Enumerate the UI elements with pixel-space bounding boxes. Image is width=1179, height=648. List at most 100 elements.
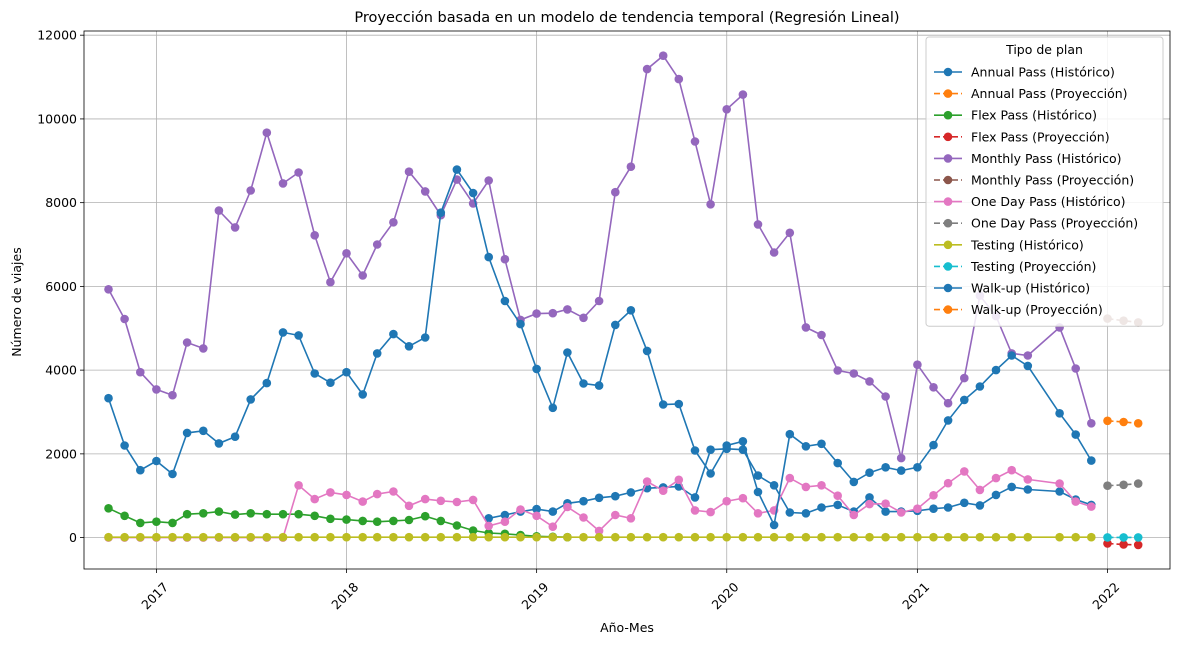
data-point <box>674 475 684 485</box>
data-point <box>913 504 922 513</box>
data-point <box>136 465 145 475</box>
data-point <box>960 498 969 508</box>
y-tick-label: 2000 <box>45 446 77 461</box>
data-point <box>182 509 192 519</box>
data-point <box>626 514 636 523</box>
data-point <box>136 518 145 528</box>
legend-entry: Flex Pass (Histórico) <box>934 108 1097 123</box>
legend-label: Testing (Histórico) <box>970 237 1084 252</box>
data-point <box>310 532 320 542</box>
legend-entry: Monthly Pass (Proyección) <box>934 173 1134 188</box>
data-point <box>611 532 620 542</box>
data-point <box>1023 532 1033 542</box>
data-point <box>120 441 129 450</box>
legend-entry: One Day Pass (Histórico) <box>934 194 1126 209</box>
data-point <box>500 510 510 520</box>
data-point <box>168 390 177 400</box>
data-point <box>913 463 922 472</box>
data-point <box>881 507 890 516</box>
legend-marker <box>943 262 953 271</box>
data-point <box>579 513 588 522</box>
data-point <box>1023 475 1033 484</box>
data-point <box>1133 533 1143 542</box>
data-point <box>404 342 414 351</box>
data-point <box>991 365 1001 375</box>
data-point <box>294 168 303 177</box>
data-point <box>152 456 161 466</box>
legend-marker <box>943 197 953 206</box>
data-point <box>896 466 906 475</box>
legend-marker <box>943 132 953 142</box>
data-point <box>706 445 715 455</box>
data-point <box>500 517 510 526</box>
data-point <box>278 179 288 188</box>
legend-marker <box>943 89 953 98</box>
data-point <box>975 485 985 495</box>
legend-entry: Testing (Proyección) <box>934 259 1096 274</box>
data-point <box>785 473 795 483</box>
legend-marker <box>943 67 953 77</box>
data-point <box>833 366 842 375</box>
data-point <box>1133 479 1143 488</box>
data-point <box>1071 430 1080 439</box>
data-point <box>1103 481 1112 491</box>
legend-entry: Walk-up (Proyección) <box>934 302 1103 317</box>
data-point <box>785 228 795 238</box>
data-point <box>230 532 240 542</box>
data-point <box>500 532 510 542</box>
legend-entry: One Day Pass (Proyección) <box>934 216 1138 231</box>
data-point <box>420 333 430 342</box>
data-point <box>214 507 224 516</box>
data-point <box>1119 480 1128 490</box>
data-point <box>642 532 652 542</box>
data-point <box>785 508 795 517</box>
data-point <box>484 252 494 262</box>
data-point <box>484 532 494 542</box>
data-point <box>420 511 430 521</box>
data-point <box>278 328 288 337</box>
data-point <box>326 277 335 287</box>
data-point <box>1071 364 1080 373</box>
data-point <box>943 416 953 425</box>
data-point <box>929 504 938 513</box>
data-point <box>516 505 525 514</box>
data-point <box>722 441 731 450</box>
series-3 <box>1103 539 1143 550</box>
data-point <box>214 439 224 448</box>
data-point <box>152 532 161 542</box>
y-tick-label: 6000 <box>45 279 77 294</box>
data-point <box>294 331 303 340</box>
series-9 <box>1103 533 1143 542</box>
data-point <box>294 481 303 490</box>
data-point <box>833 500 842 510</box>
data-point <box>436 516 446 526</box>
data-point <box>594 526 604 536</box>
legend-marker <box>943 305 953 314</box>
data-point <box>230 223 240 232</box>
data-point <box>120 532 129 542</box>
data-point <box>326 532 335 542</box>
series-4 <box>104 51 1096 463</box>
data-point <box>389 516 398 526</box>
data-point <box>865 493 874 502</box>
data-point <box>532 364 541 374</box>
data-point <box>262 128 272 137</box>
y-tick-label: 0 <box>69 530 77 545</box>
series-line <box>107 54 1093 459</box>
data-point <box>594 296 604 306</box>
y-tick-label: 12000 <box>37 28 77 43</box>
data-point <box>611 187 620 197</box>
data-point <box>817 439 826 449</box>
data-point <box>1119 417 1128 427</box>
data-point <box>548 308 558 318</box>
data-point <box>975 501 985 510</box>
data-point <box>801 532 811 542</box>
data-point <box>785 532 795 542</box>
legend-label: Flex Pass (Histórico) <box>971 108 1097 123</box>
data-point <box>943 398 953 408</box>
data-point <box>579 532 588 542</box>
data-point <box>532 504 541 514</box>
chart-title: Proyección basada en un modelo de tenden… <box>354 10 899 26</box>
series-10 <box>104 165 1096 530</box>
data-point <box>881 499 890 509</box>
